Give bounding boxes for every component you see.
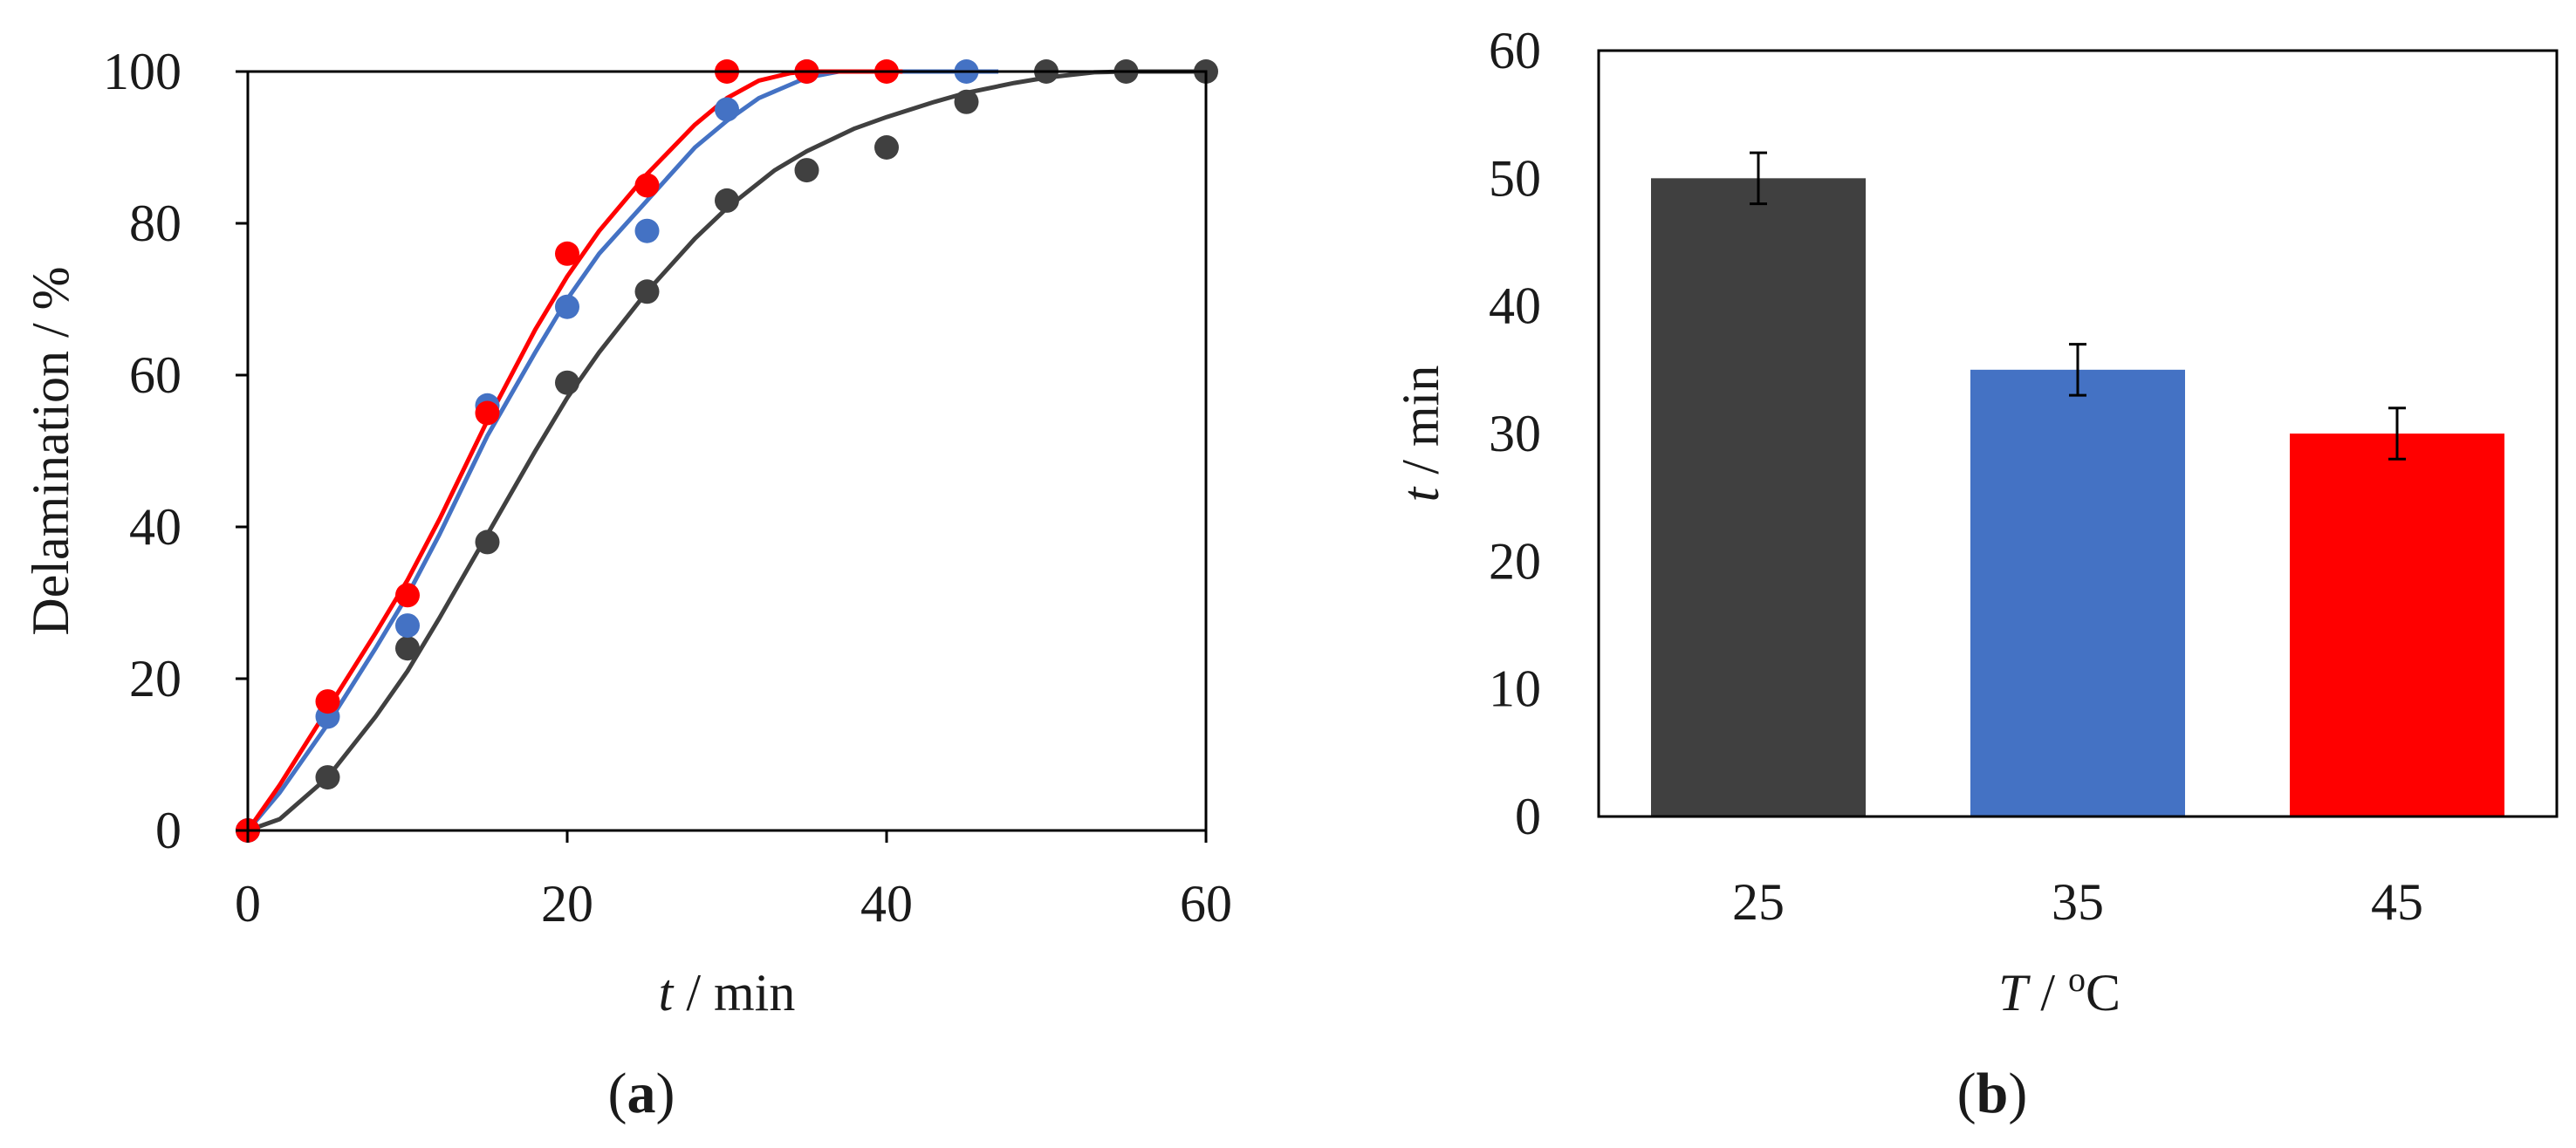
y-tick-label-b: 60: [1489, 22, 1541, 79]
data-point-0-6: [715, 188, 739, 213]
data-point-0-4: [555, 370, 579, 395]
chart-a: 0 20 40 60 0 20 40 60 80 100 Delamination / % t …: [22, 43, 1232, 1125]
x-tick-label-a: 40: [860, 875, 913, 933]
x-axis-var-a: t: [659, 964, 675, 1022]
panel-open-a: (: [608, 1062, 627, 1125]
x-tick-label-a: 0: [235, 875, 261, 933]
data-point-0-7: [794, 158, 819, 183]
data-point-2-2: [395, 583, 420, 608]
y-axis-var-b: t: [1392, 486, 1449, 502]
x-tick-label-b: 25: [1732, 873, 1785, 931]
y-tick-label-b: 50: [1489, 149, 1541, 207]
panel-close-b: ): [2008, 1062, 2027, 1125]
y-tick-label-b: 0: [1515, 788, 1541, 845]
y-ticks-b: 0 10 20 30 40 50 60: [1489, 22, 1541, 845]
y-tick-label-a: 100: [103, 43, 182, 100]
data-point-0-8: [874, 135, 899, 160]
y-ticks-a: 0 20 40 60 80 100: [103, 43, 248, 859]
x-ticks-a: 0 20 40 60: [235, 830, 1232, 933]
y-tick-label-a: 20: [129, 650, 182, 707]
data-point-0-2: [395, 636, 420, 661]
fit-curve-2: [245, 69, 903, 832]
data-point-1-4: [555, 294, 579, 319]
data-point-2-3: [475, 400, 500, 426]
bar-35: [1970, 369, 2185, 817]
bar-45: [2290, 434, 2504, 817]
bar-25: [1651, 178, 1866, 817]
x-axis-unit-a: / min: [673, 964, 795, 1022]
y-tick-label-b: 40: [1489, 277, 1541, 335]
panel-letter-a: a: [627, 1062, 656, 1125]
x-axis-unit-b: /: [2027, 964, 2068, 1022]
y-tick-label-a: 0: [155, 802, 182, 859]
y-tick-label-a: 80: [129, 195, 182, 252]
fit-curve-0: [247, 69, 1206, 833]
x-tick-label-b: 45: [2371, 873, 2423, 931]
y-axis-unit-b: / min: [1392, 366, 1449, 488]
y-axis-label-a: Delamination / %: [22, 266, 79, 635]
x-axis-celsius-b: C: [2086, 964, 2120, 1022]
plot-frame-b: [1597, 49, 2559, 818]
data-point-2-1: [315, 689, 340, 714]
x-axis-label-b: T / oC: [1998, 960, 2120, 1022]
x-axis-degree-b: o: [2068, 960, 2086, 999]
data-point-0-5: [634, 279, 660, 304]
data-point-2-5: [634, 173, 660, 198]
y-tick-label-a: 40: [129, 498, 182, 556]
x-axis-label-a: t / min: [659, 964, 796, 1022]
y-axis-label-b: t / min: [1392, 366, 1449, 502]
y-tick-label-b: 30: [1489, 405, 1541, 462]
y-tick-label-a: 60: [129, 346, 182, 404]
panel-label-a: (a): [608, 1062, 675, 1125]
x-tick-label-a: 60: [1180, 875, 1232, 933]
data-point-0-3: [475, 530, 500, 555]
data-point-1-6: [715, 97, 739, 122]
data-point-1-5: [634, 218, 660, 243]
y-tick-label-b: 10: [1489, 660, 1541, 718]
x-ticks-b: 25 35 45: [1732, 873, 2423, 931]
fit-curves: [245, 69, 1206, 833]
panel-close-a: ): [656, 1062, 675, 1125]
data-point-0-9: [954, 89, 979, 114]
data-point-2-4: [555, 241, 579, 266]
data-points: [236, 59, 1218, 843]
panel-open-b: (: [1957, 1062, 1977, 1125]
chart-b: 0 10 20 30 40 50 60 25 35 45 t / min T / oC (b): [1392, 22, 2559, 1125]
y-tick-label-b: 20: [1489, 532, 1541, 590]
data-point-0-1: [315, 765, 340, 790]
panel-letter-b: b: [1977, 1062, 2009, 1125]
panel-label-b: (b): [1957, 1062, 2028, 1125]
data-point-1-2: [395, 613, 420, 639]
x-axis-var-b: T: [1998, 964, 2031, 1022]
plot-frame-a: [246, 70, 1208, 832]
x-tick-label-b: 35: [2052, 873, 2104, 931]
error-bars: [1750, 151, 2406, 461]
x-tick-label-a: 20: [541, 875, 593, 933]
fit-curve-1: [246, 69, 999, 832]
bars: [1651, 178, 2504, 817]
